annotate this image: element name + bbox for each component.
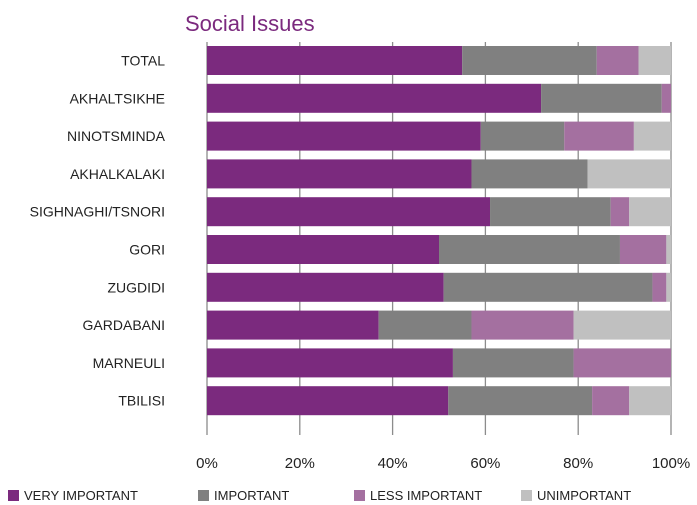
bar-segment [633, 121, 671, 151]
bar-segment [596, 46, 639, 75]
x-tick-label: 100% [652, 455, 690, 472]
x-tick-label: 80% [563, 455, 593, 472]
bar-segment [452, 348, 574, 378]
bars [207, 46, 671, 416]
bar-segment [207, 83, 542, 113]
bar-segment [629, 197, 671, 227]
bar-segment [564, 121, 634, 151]
category-label: AKHALKALAKI [70, 166, 165, 182]
bar-segment [207, 46, 463, 75]
legend-label: VERY IMPORTANT [24, 488, 138, 503]
bar-segment [207, 159, 472, 189]
category-label: GORI [129, 242, 165, 258]
category-label: MARNEULI [93, 355, 165, 371]
bar-segment [207, 310, 379, 340]
bar-segment [652, 272, 667, 302]
x-tick-labels: 0% 20% 40% 60% 80% 100% [196, 455, 690, 472]
bar-segment [490, 197, 611, 227]
legend-swatch [8, 490, 19, 501]
chart-title: Social Issues [185, 11, 315, 36]
bar-segment [207, 235, 439, 264]
bar-segment [471, 310, 574, 340]
legend-swatch [521, 490, 532, 501]
bar-segment [471, 159, 588, 189]
bar-segment [573, 348, 671, 378]
legend-swatch [354, 490, 365, 501]
x-tick-label: 40% [378, 455, 408, 472]
bar-segment [573, 310, 671, 340]
bar-segment [207, 121, 481, 151]
bar-segment [610, 197, 630, 227]
bar-segment [661, 83, 671, 113]
bar-segment [207, 197, 491, 227]
x-tick-label: 20% [285, 455, 315, 472]
bar-segment [448, 386, 593, 416]
bar-segment [480, 121, 565, 151]
legend: VERY IMPORTANT IMPORTANT LESS IMPORTANT UNI… [8, 488, 631, 503]
bar-segment [443, 272, 653, 302]
category-labels: TOTAL AKHALTSIKHE NINOTSMINDA AKHALKALAKI SI… [30, 53, 166, 409]
bar-segment [207, 386, 449, 416]
legend-label: UNIMPORTANT [537, 488, 631, 503]
category-label: AKHALTSIKHE [70, 90, 165, 106]
category-label: ZUGDIDI [107, 279, 165, 295]
category-label: NINOTSMINDA [67, 128, 166, 144]
bar-segment [638, 46, 671, 75]
bar-segment [587, 159, 671, 189]
bar-segment [207, 272, 444, 302]
category-label: TBILISI [118, 393, 165, 409]
bar-segment [439, 235, 620, 264]
bar-segment [207, 348, 453, 378]
bar-segment [592, 386, 630, 416]
category-label: TOTAL [121, 53, 165, 69]
bar-segment [666, 235, 671, 264]
x-tick-label: 0% [196, 455, 218, 472]
category-label: SIGHNAGHI/TSNORI [30, 204, 165, 220]
bar-segment [462, 46, 597, 75]
x-tick-label: 60% [470, 455, 500, 472]
category-label: GARDABANI [83, 317, 165, 333]
bar-segment [629, 386, 671, 416]
bar-segment [378, 310, 472, 340]
bar-segment [619, 235, 667, 264]
legend-label: IMPORTANT [214, 488, 289, 503]
legend-swatch [198, 490, 209, 501]
bar-segment [666, 272, 671, 302]
bar-segment [541, 83, 662, 113]
legend-label: LESS IMPORTANT [370, 488, 482, 503]
